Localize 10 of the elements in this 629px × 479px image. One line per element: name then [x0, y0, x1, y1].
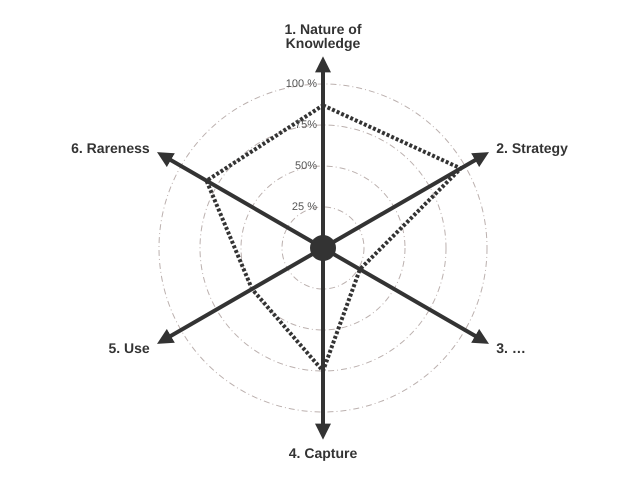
spoke-label: 6. Rareness	[71, 140, 150, 156]
spoke-label: 2. Strategy	[496, 140, 568, 156]
y-tick-label: 50%	[294, 160, 318, 172]
spoke-label: 1. Nature of Knowledge	[284, 20, 362, 51]
y-tick-label: 100 %	[286, 78, 318, 90]
y-tick-label: 25 %	[292, 201, 318, 213]
spoke-label: 5. Use	[108, 340, 150, 356]
y-tick-label: 75%	[294, 119, 318, 131]
spoke-label: 4. Capture	[288, 445, 358, 462]
spoke-label: 3. …	[496, 340, 526, 356]
